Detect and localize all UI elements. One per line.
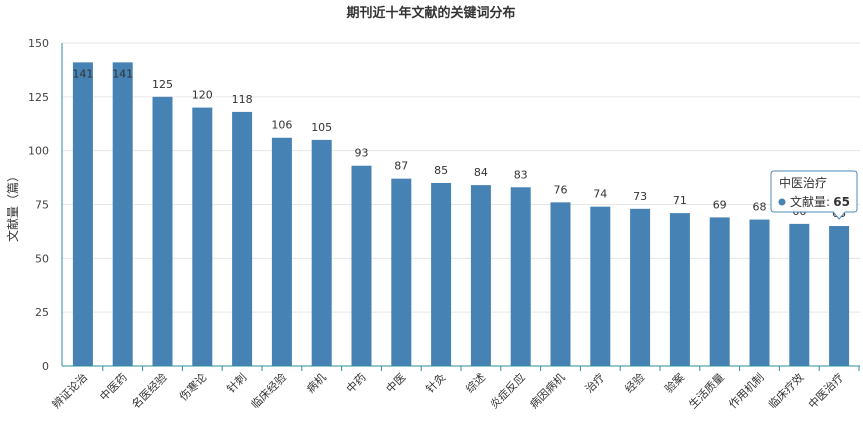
bar[interactable]: [232, 111, 253, 366]
y-tick-label: 125: [28, 91, 49, 104]
data-label: 120: [192, 89, 213, 102]
bar[interactable]: [470, 185, 491, 366]
y-axis-title: 文献量（篇）: [5, 170, 20, 242]
y-tick-label: 75: [35, 199, 49, 212]
data-label: 68: [753, 201, 767, 214]
data-label: 106: [271, 119, 292, 132]
chart-title: 期刊近十年文献的关键词分布: [346, 5, 515, 21]
y-tick-label: 150: [28, 37, 49, 50]
bar[interactable]: [311, 139, 332, 366]
x-tick-label: 病因病机: [527, 370, 568, 411]
x-tick-label: 名医经验: [129, 370, 170, 411]
bar[interactable]: [550, 202, 571, 366]
tooltip-series-marker: [778, 198, 786, 206]
x-tick-label: 经验: [622, 370, 647, 395]
bar[interactable]: [789, 223, 810, 366]
bars[interactable]: [72, 62, 850, 366]
bar[interactable]: [749, 219, 770, 366]
data-label: 74: [593, 188, 607, 201]
data-label: 73: [633, 190, 647, 203]
bar[interactable]: [431, 182, 452, 366]
tooltip-series-label: 文献量:: [790, 194, 830, 209]
value-labels: 141 141 125 120 118 106 105 93 87 85 84 83 76 74 73 71 6…: [72, 67, 846, 220]
x-tick-label: 中医药: [97, 371, 130, 404]
tooltip-category: 中医治疗: [779, 175, 827, 190]
x-tick-label: 综述: [463, 370, 488, 395]
bar[interactable]: [152, 96, 173, 366]
x-axis: 辨证论治 中医药 名医经验 伤寒论 针刺 临床经验 病机 中药 中医 针灸 综述 炎症反应 病因病机 治疗…: [49, 365, 860, 411]
y-tick-label: 50: [35, 252, 49, 265]
x-tick-label: 治疗: [582, 370, 607, 395]
data-label: 93: [355, 147, 369, 160]
y-tick-label: 0: [42, 360, 49, 373]
x-tick-label: 作用机制: [726, 370, 767, 411]
y-axis: 0 25 50 75 100 125 150: [28, 37, 63, 373]
x-tick-label: 伤寒论: [176, 370, 209, 403]
bar[interactable]: [351, 165, 372, 366]
data-label: 84: [474, 166, 488, 179]
data-label: 76: [554, 183, 568, 196]
bar[interactable]: [829, 226, 850, 366]
tooltip-value: 65: [833, 195, 850, 209]
x-tick-label: 中医治疗: [805, 370, 846, 411]
x-tick-label: 炎症反应: [487, 370, 528, 411]
gridlines: [62, 42, 860, 313]
x-tick-label: 中药: [344, 371, 369, 396]
bar[interactable]: [112, 62, 133, 366]
data-label: 118: [232, 93, 253, 106]
data-label: 125: [152, 78, 173, 91]
x-tick-label: 临床疗效: [765, 370, 806, 411]
x-tick-label: 验案: [662, 370, 687, 395]
data-label: 85: [434, 164, 448, 177]
bar[interactable]: [590, 206, 611, 366]
x-tick-label: 辨证论治: [49, 370, 90, 411]
bar[interactable]: [630, 208, 651, 366]
x-tick-label: 针灸: [423, 370, 448, 395]
tooltip-box: [770, 170, 858, 220]
data-label: 141: [112, 67, 133, 80]
x-tick-label: 临床经验: [248, 370, 289, 411]
bar[interactable]: [669, 213, 690, 366]
y-tick-label: 100: [28, 145, 49, 158]
bar[interactable]: [271, 137, 292, 366]
bar[interactable]: [709, 217, 730, 366]
bar[interactable]: [510, 187, 531, 366]
data-label: 83: [514, 168, 528, 181]
x-tick-label: 病机: [303, 370, 328, 395]
x-tick-label: 生活质量: [686, 370, 727, 411]
data-label: 69: [713, 198, 727, 211]
bar[interactable]: [391, 178, 412, 366]
bar[interactable]: [192, 107, 213, 366]
data-label: 71: [673, 194, 687, 207]
data-label: 105: [311, 121, 332, 134]
bar[interactable]: [72, 62, 93, 366]
x-tick-label: 针刺: [224, 370, 249, 395]
y-tick-label: 25: [35, 306, 49, 319]
tooltip: 中医治疗 文献量: 65: [770, 170, 858, 220]
x-tick-label: 中医: [384, 371, 409, 396]
data-label: 141: [72, 67, 93, 80]
data-label: 87: [394, 160, 408, 173]
